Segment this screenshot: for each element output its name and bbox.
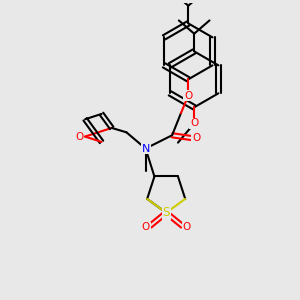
Text: O: O (142, 222, 150, 233)
Text: O: O (75, 132, 83, 142)
Text: N: N (141, 143, 150, 154)
Text: O: O (192, 133, 200, 143)
Text: S: S (163, 206, 170, 219)
Text: O: O (184, 91, 192, 100)
Text: O: O (183, 222, 191, 233)
Text: O: O (190, 118, 198, 128)
